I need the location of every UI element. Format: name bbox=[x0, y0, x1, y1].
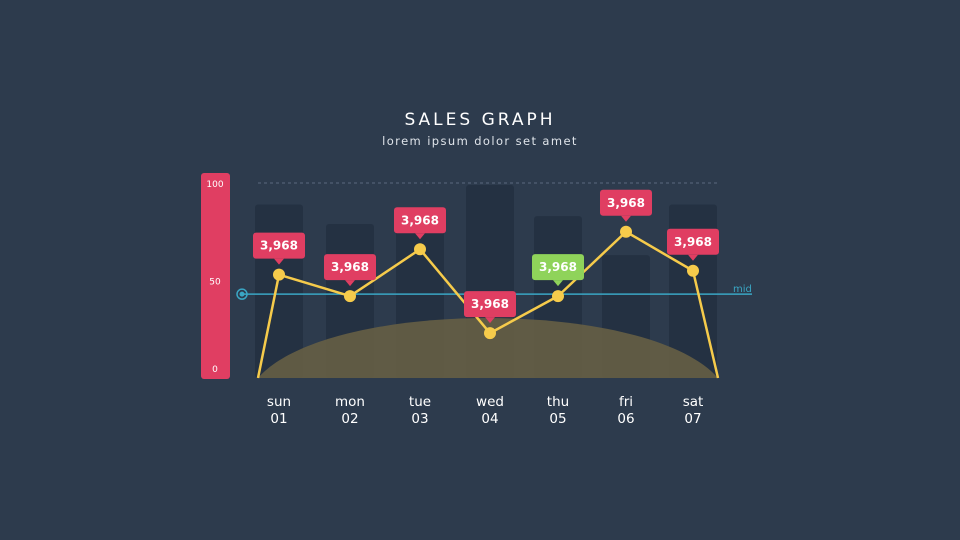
value-label-fri: 3,968 bbox=[600, 189, 652, 222]
value-label-pointer bbox=[485, 317, 495, 324]
x-label-day-tue: tue bbox=[409, 394, 431, 410]
value-label-box bbox=[394, 207, 446, 234]
value-label-wed: 3,968 bbox=[464, 291, 516, 324]
x-label-num-thu: 05 bbox=[549, 411, 566, 427]
x-label-day-sat: sat bbox=[683, 394, 704, 410]
value-label-text: 3,968 bbox=[471, 297, 509, 311]
data-point-sat bbox=[687, 264, 699, 277]
chart-subtitle: lorem ipsum dolor set amet bbox=[382, 134, 578, 148]
data-point-thu bbox=[552, 290, 564, 303]
x-label-num-sat: 07 bbox=[684, 411, 701, 427]
x-label-day-sun: sun bbox=[267, 394, 291, 410]
value-label-thu: 3,968 bbox=[532, 254, 584, 287]
mid-marker-ring bbox=[236, 288, 248, 300]
value-label-pointer bbox=[553, 280, 563, 287]
value-label-box bbox=[464, 291, 516, 318]
data-point-fri bbox=[620, 225, 632, 238]
x-label-num-sun: 01 bbox=[270, 411, 287, 427]
value-label-mon: 3,968 bbox=[324, 254, 376, 287]
data-point-wed bbox=[484, 327, 496, 340]
value-label-pointer bbox=[621, 215, 631, 222]
y-axis-bar bbox=[201, 173, 230, 379]
x-label-day-fri: fri bbox=[619, 394, 633, 410]
x-label-num-wed: 04 bbox=[481, 411, 498, 427]
value-label-text: 3,968 bbox=[539, 260, 577, 274]
value-label-box bbox=[253, 232, 305, 259]
x-label-day-wed: wed bbox=[476, 394, 504, 410]
data-point-mon bbox=[344, 290, 356, 303]
x-label-num-mon: 02 bbox=[341, 411, 358, 427]
area-curve bbox=[258, 318, 718, 378]
value-label-text: 3,968 bbox=[401, 213, 439, 227]
x-label-day-mon: mon bbox=[335, 394, 365, 410]
value-label-box bbox=[324, 254, 376, 281]
mid-label: mid bbox=[733, 284, 752, 295]
value-label-box bbox=[600, 189, 652, 216]
value-label-box bbox=[532, 254, 584, 281]
y-tick-50: 50 bbox=[209, 278, 221, 288]
value-label-pointer bbox=[415, 233, 425, 240]
mid-marker-dot bbox=[239, 291, 245, 297]
value-label-text: 3,968 bbox=[674, 235, 712, 249]
x-label-num-fri: 06 bbox=[617, 411, 634, 427]
value-label-text: 3,968 bbox=[607, 196, 645, 210]
value-label-text: 3,968 bbox=[331, 260, 369, 274]
value-label-tue: 3,968 bbox=[394, 207, 446, 240]
y-tick-100: 100 bbox=[206, 180, 223, 190]
x-label-day-thu: thu bbox=[547, 394, 569, 410]
value-label-box bbox=[667, 228, 719, 255]
value-label-pointer bbox=[345, 280, 355, 287]
x-label-num-tue: 03 bbox=[411, 411, 428, 427]
data-point-sun bbox=[273, 268, 285, 281]
chart-title: SALES GRAPH bbox=[404, 110, 556, 130]
value-label-sun: 3,968 bbox=[253, 232, 305, 265]
y-tick-0: 0 bbox=[212, 365, 218, 375]
data-point-tue bbox=[414, 243, 426, 256]
value-label-sat: 3,968 bbox=[667, 228, 719, 261]
value-label-pointer bbox=[274, 258, 284, 265]
value-label-text: 3,968 bbox=[260, 239, 298, 253]
value-label-pointer bbox=[688, 254, 698, 261]
